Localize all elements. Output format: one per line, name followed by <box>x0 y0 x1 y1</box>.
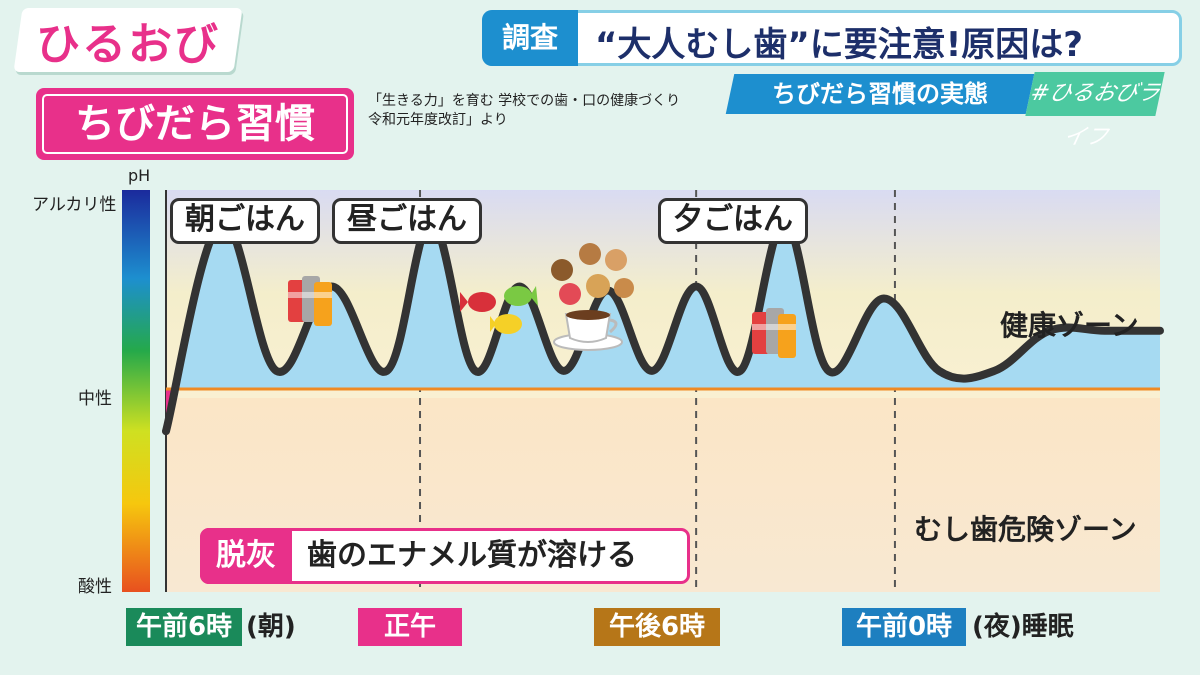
y-tick-acidic: 酸性 <box>78 577 112 597</box>
meal-label-dinner: 夕ごはん <box>658 198 808 244</box>
time-label-midnight: 午前0時 <box>842 608 966 646</box>
demineralization-tag: 脱灰 <box>200 528 292 584</box>
candy-icon <box>460 286 538 334</box>
chart-title-box: ちびだら習慣 <box>36 88 354 160</box>
time-suffix-morning: (朝) <box>246 612 296 642</box>
ph-scale-bar <box>122 190 150 592</box>
time-label-6pm: 午後6時 <box>594 608 720 646</box>
y-tick-alkaline: アルカリ性 <box>32 195 117 215</box>
zone-label-danger: むし歯危険ゾーン <box>914 513 1137 546</box>
y-tick-neutral: 中性 <box>78 389 112 409</box>
demineralization-text: 歯のエナメル質が溶ける <box>307 538 637 573</box>
meal-label-breakfast: 朝ごはん <box>170 198 320 244</box>
y-axis-unit: pH <box>128 166 151 185</box>
time-suffix-night: (夜)睡眠 <box>972 612 1074 642</box>
source-text: 「生きる力」を育む 学校での歯・口の健康づくり 令和元年度改訂」より <box>368 93 681 128</box>
demineralization-callout: 脱灰 歯のエナメル質が溶ける <box>200 528 690 584</box>
health-zone-fill <box>166 222 1160 389</box>
meal-label-lunch: 昼ごはん <box>332 198 482 244</box>
headline-tag: 調査 <box>482 10 578 66</box>
drink-cans-icon <box>752 308 796 358</box>
time-label-6am: 午前6時 <box>126 608 242 646</box>
cookies-icon <box>551 243 634 305</box>
chart-title: ちびだら習慣 <box>42 94 348 154</box>
drink-cans-icon <box>288 276 332 326</box>
coffee-cup-icon <box>553 310 623 351</box>
headline-banner: 調査 “大人むし歯”に要注意!原因は? <box>482 10 1182 66</box>
headline-text: “大人むし歯”に要注意!原因は? <box>595 25 1083 65</box>
zone-label-healthy: 健康ゾーン <box>1000 309 1139 342</box>
time-label-noon: 正午 <box>358 608 462 646</box>
